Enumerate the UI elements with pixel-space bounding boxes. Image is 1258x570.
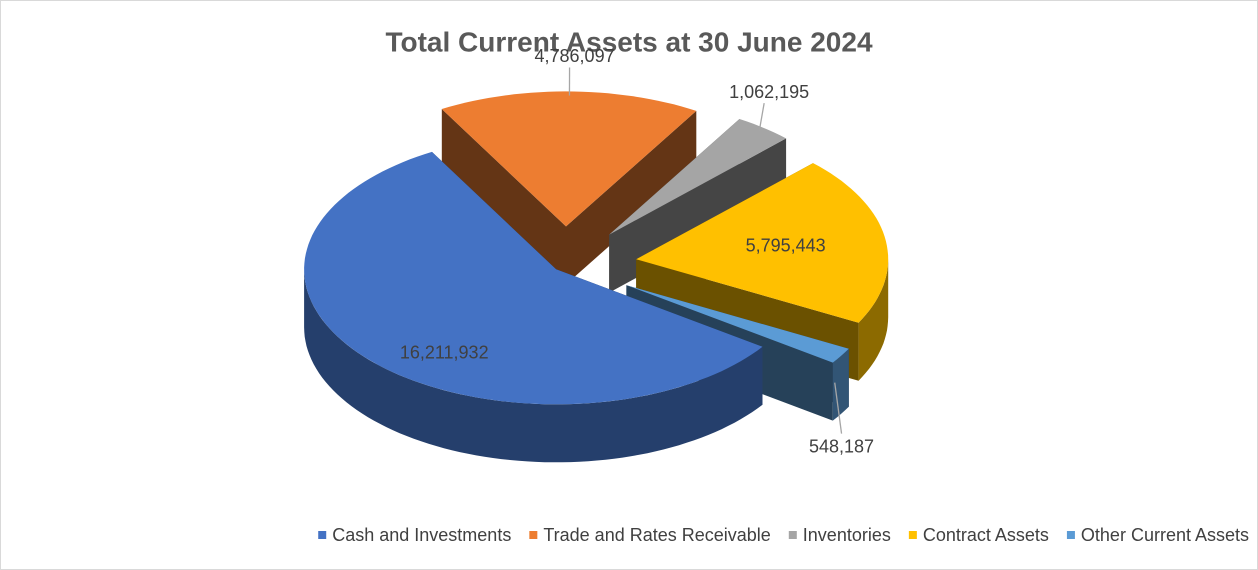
slice-side	[304, 269, 763, 463]
slice	[609, 119, 787, 235]
slice-wall	[441, 109, 566, 285]
slice	[441, 91, 697, 227]
legend-swatch	[529, 531, 538, 539]
data-label: 16,211,932	[400, 343, 489, 363]
slice	[626, 285, 849, 363]
data-label: 4,786,097	[535, 46, 615, 66]
leader-line	[834, 382, 843, 434]
data-label: 548,187	[809, 436, 874, 456]
legend-swatch	[788, 531, 797, 539]
legend-swatch	[318, 531, 327, 539]
slice	[636, 163, 889, 323]
data-label: 1,062,195	[729, 82, 809, 102]
slice-wall	[566, 110, 697, 285]
slice	[304, 151, 763, 405]
leader-line	[758, 103, 765, 132]
chart-title: Total Current Assets at 30 June 2024	[385, 26, 873, 57]
legend-label: Inventories	[803, 525, 891, 545]
data-label: 5,795,443	[746, 236, 826, 256]
legend-label: Other Current Assets	[1081, 525, 1249, 545]
legend-label: Cash and Investments	[332, 525, 511, 545]
legend-swatch	[1066, 531, 1075, 539]
legend-swatch	[908, 531, 917, 539]
legend-label: Contract Assets	[923, 525, 1049, 545]
legend-label: Trade and Rates Receivable	[543, 525, 770, 545]
slice-side	[858, 259, 889, 381]
